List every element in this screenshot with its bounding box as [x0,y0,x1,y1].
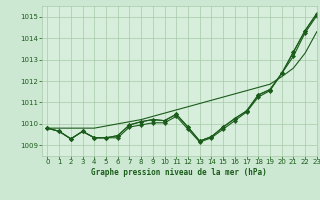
X-axis label: Graphe pression niveau de la mer (hPa): Graphe pression niveau de la mer (hPa) [91,168,267,177]
